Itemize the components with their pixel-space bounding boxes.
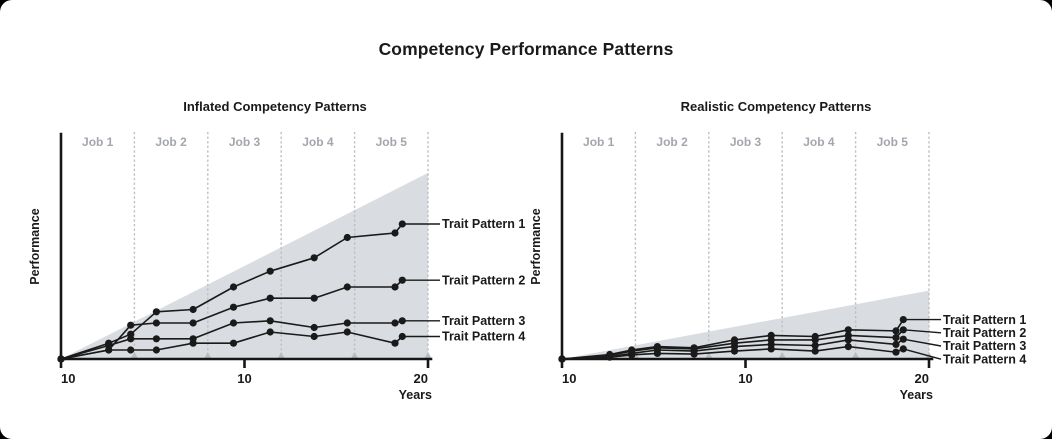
svg-text:Trait Pattern 2: Trait Pattern 2 <box>943 326 1026 340</box>
svg-text:Job 5: Job 5 <box>877 135 909 149</box>
svg-text:10: 10 <box>61 371 75 386</box>
svg-text:Trait Pattern 3: Trait Pattern 3 <box>943 339 1026 353</box>
svg-text:Job 1: Job 1 <box>82 135 114 149</box>
svg-text:Trait Pattern 3: Trait Pattern 3 <box>442 314 525 328</box>
svg-text:Performance: Performance <box>28 208 42 284</box>
svg-text:Trait Pattern 4: Trait Pattern 4 <box>943 352 1026 366</box>
svg-text:Years: Years <box>900 388 933 402</box>
svg-text:Job 2: Job 2 <box>155 135 187 149</box>
svg-text:Job 5: Job 5 <box>376 135 408 149</box>
svg-text:20: 20 <box>414 371 428 386</box>
svg-text:Trait Pattern 1: Trait Pattern 1 <box>442 217 525 231</box>
svg-text:Trait Pattern 1: Trait Pattern 1 <box>943 313 1026 327</box>
svg-text:Job 3: Job 3 <box>229 135 261 149</box>
svg-text:Trait Pattern 2: Trait Pattern 2 <box>442 273 525 287</box>
svg-text:10: 10 <box>738 371 752 386</box>
svg-text:Job 4: Job 4 <box>803 135 835 149</box>
svg-text:10: 10 <box>237 371 251 386</box>
svg-text:Performance: Performance <box>529 208 543 284</box>
svg-text:Job 2: Job 2 <box>656 135 688 149</box>
svg-text:Years: Years <box>399 388 432 402</box>
svg-text:Job 1: Job 1 <box>583 135 615 149</box>
svg-text:Job 4: Job 4 <box>302 135 334 149</box>
svg-text:Trait Pattern 4: Trait Pattern 4 <box>442 330 525 344</box>
svg-text:10: 10 <box>562 371 576 386</box>
svg-text:20: 20 <box>915 371 929 386</box>
svg-text:Job 3: Job 3 <box>730 135 762 149</box>
